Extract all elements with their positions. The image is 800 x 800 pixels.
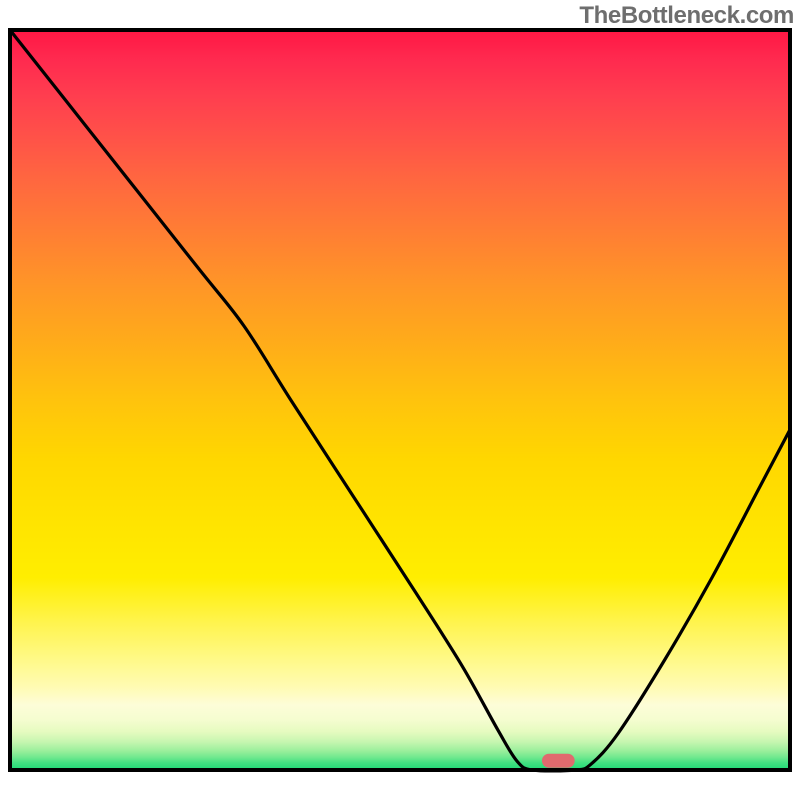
watermark-text: TheBottleneck.com bbox=[579, 2, 794, 30]
heatmap-background bbox=[10, 30, 790, 770]
optimal-marker bbox=[542, 754, 575, 768]
bottleneck-chart bbox=[0, 0, 800, 800]
